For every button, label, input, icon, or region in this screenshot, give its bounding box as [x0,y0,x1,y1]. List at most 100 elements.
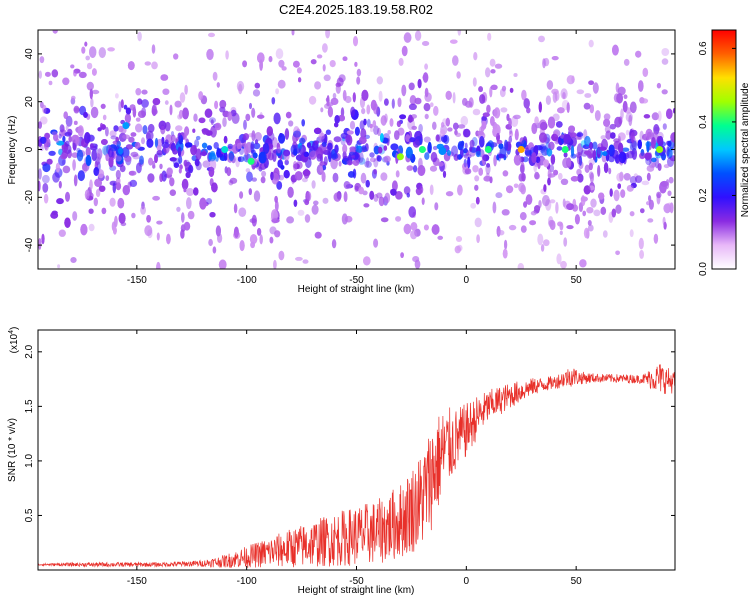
spectrogram-cell [297,209,305,216]
spectrogram-cell [298,77,302,83]
spectrogram-cell [609,123,616,130]
spectrogram-cell [179,92,186,103]
spectrogram-cell [537,233,544,246]
spectrogram-cell [216,82,220,88]
spectrogram-cell [437,235,444,240]
spectrogram-cell [93,197,99,207]
spectrogram-cell [353,36,358,47]
spectrogram-cell [432,145,438,151]
spectrogram-cell [304,214,311,223]
spectrogram-cell [460,140,465,147]
spectrogram-cell [271,97,276,105]
spectrogram-cell [260,176,266,184]
spectrogram-cell [529,220,536,226]
spectrogram-cell [453,122,459,130]
spectrogram-cell [603,118,611,127]
spectrogram-cell [336,77,344,87]
spectrogram-cell [201,142,208,149]
spectrogram-cell [89,143,94,149]
spectrogram-cell [625,129,630,136]
spectrogram-cell [122,185,130,196]
spectrogram-cell [504,139,509,151]
spectrogram-cell [407,116,415,122]
spectrogram-cell [521,139,527,149]
spectrogram-cell [271,97,276,105]
spectrogram-cell [294,171,303,181]
spectrogram-cell [354,61,358,67]
spectrogram-cell [321,141,327,147]
spectrogram-cell [358,186,364,195]
spectrogram-cell [403,32,412,43]
spectrogram-cell [144,61,151,66]
spectrogram-cell [114,215,118,228]
spectrogram-cell [593,209,601,217]
spectrogram-cell [418,157,423,170]
spectrogram-cell [505,141,512,151]
spectrogram-cell [584,164,590,173]
spectrogram-cell [192,128,196,133]
spectrogram-cell [669,202,674,214]
spectrogram-cell [118,125,124,133]
spectrogram-cell [298,144,306,155]
spectrogram-cell [236,80,245,92]
spectrogram-cell [599,146,607,151]
spectrogram-cell [61,159,66,166]
spectrogram-cell [646,141,650,153]
spectrogram-cell [557,221,563,227]
spectrogram-cell [574,214,580,225]
spectrogram-cell [273,112,281,125]
spectrogram-cell [556,253,562,265]
spectrogram-cell [583,185,591,195]
spectrogram-cell [137,98,143,105]
spectrogram-cell [365,179,370,188]
spectrogram-cell [125,144,133,150]
spectrogram-cell [214,100,219,110]
spectrogram-cell [547,116,556,129]
spectrogram-cell [285,111,292,119]
spectrogram-cell [72,211,78,221]
spectrogram-cell [253,190,261,202]
spectrogram-cell [284,128,290,140]
spectrogram-cell [540,121,548,131]
spectrogram-cell [648,199,654,210]
spectrogram-cell [243,119,247,130]
spectrogram-y-tick-label: 20 [24,96,35,108]
spectrogram-cell [210,119,214,125]
spectrogram-cell [592,82,599,94]
spectrogram-cell [373,158,379,168]
spectrogram-cell [617,132,626,141]
spectrogram-cell [62,165,71,174]
spectrogram-cell [238,156,242,162]
spectrogram-cell [227,143,234,149]
spectrogram-cell [352,159,360,166]
spectrogram-cell [616,172,624,182]
spectrogram-cell [299,137,306,145]
spectrogram-cell [169,189,176,196]
spectrogram-cell [406,192,410,198]
spectrogram-cell [424,87,429,98]
spectrogram-cell [547,168,552,180]
spectrogram-cell [330,157,338,170]
spectrogram-cell [376,155,382,162]
spectrogram-cell [635,50,642,58]
spectrogram-cell [631,147,638,160]
spectrogram-cell [656,191,662,199]
spectrogram-cell [68,135,73,143]
spectrogram-cell [656,82,662,89]
spectrogram-cell [318,132,326,140]
spectrogram-cell [228,151,235,162]
spectrogram-cell [615,204,622,214]
spectrogram-cell [625,112,633,123]
spectrogram-y-axis-label: Frequency (Hz) [7,116,18,185]
spectrogram-cell [589,172,594,183]
spectrogram-cell [555,121,563,128]
spectrogram-cell [429,165,438,172]
spectrogram-cell [56,140,65,146]
spectrogram-cell [520,184,526,195]
spectrogram-cell [170,131,175,137]
spectrogram-cell [520,184,526,195]
spectrogram-cell [487,32,492,41]
spectrogram-cell [117,148,124,155]
spectrogram-cell [123,104,128,110]
spectrogram-cell [617,86,626,96]
